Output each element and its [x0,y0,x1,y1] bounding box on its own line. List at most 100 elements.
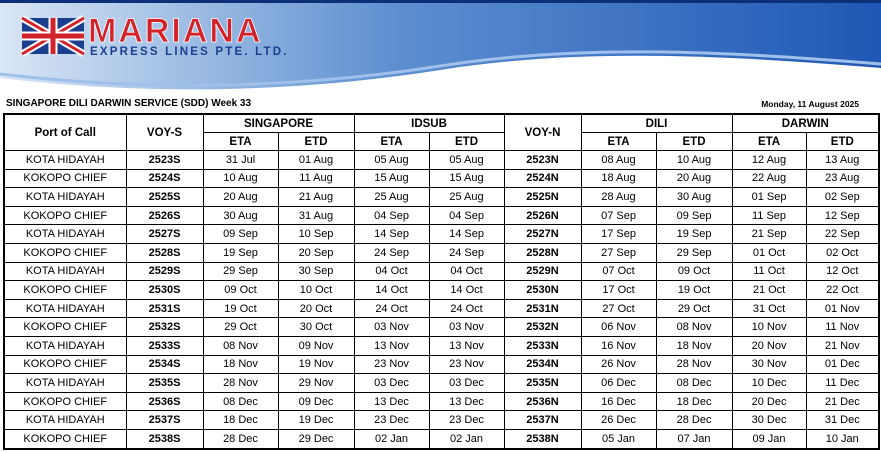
date-cell: 03 Nov [353,317,430,337]
vessel-cell: KOKOPO CHIEF [3,168,127,189]
date-cell: 10 Dec [731,373,807,393]
date-cell: 19 Dec [277,410,355,430]
date-cell: 07 Sep [580,205,657,226]
vessel-cell: KOKOPO CHIEF [3,242,127,263]
date-cell: 22 Aug [731,168,807,189]
column-header: VOY-S [125,113,204,151]
voyage-cell: 2531S [125,298,204,319]
voyage-cell: 2523S [125,150,204,170]
date-cell: 14 Sep [353,224,430,244]
voyage-cell: 2526S [125,205,204,226]
date-cell: 20 Oct [277,298,355,319]
column-header: Port of Call [3,113,127,151]
column-group-header: DARWIN [731,113,880,133]
date-cell: 14 Oct [428,280,505,300]
date-cell: 31 Dec [805,410,880,430]
schedule-row: KOKOPO CHIEF 2526S 30 Aug 31 Aug 04 Sep 04 Se… [3,205,880,226]
date-cell: 24 Oct [428,298,505,319]
date-cell: 31 Aug [277,205,355,226]
banner: MARIANA EXPRESS LINES PTE. LTD. [0,0,881,100]
date-cell: 31 Jul [202,150,279,170]
date-cell: 02 Jan [428,428,505,450]
schedule-row: KOTA HIDAYAH 2527S 09 Sep 10 Sep 14 Sep 14 Se… [3,224,880,244]
date-cell: 15 Aug [353,168,430,189]
column-group-header: SINGAPORE [202,113,355,133]
date-cell: 06 Nov [580,317,657,337]
voyage-cell: 2538S [125,428,204,450]
vessel-cell: KOTA HIDAYAH [3,298,127,319]
date-cell: 08 Dec [655,373,733,393]
date-cell: 16 Dec [580,391,657,412]
date-cell: 19 Sep [202,242,279,263]
schedule-row: KOTA HIDAYAH 2529S 29 Sep 30 Sep 04 Oct 04 Oc… [3,261,880,282]
date-cell: 13 Dec [428,391,505,412]
vessel-cell: KOKOPO CHIEF [3,391,127,412]
schedule-row: KOTA HIDAYAH 2523S 31 Jul 01 Aug 05 Aug 05 Au… [3,150,880,170]
voyage-cell: 2534N [503,354,582,375]
date-cell: 13 Aug [805,150,880,170]
voyage-cell: 2524S [125,168,204,189]
sub-column-header: ETD [428,132,505,151]
date-cell: 29 Oct [202,317,279,337]
date-cell: 02 Sep [805,187,880,207]
date-cell: 21 Nov [805,335,880,356]
voyage-cell: 2523N [503,150,582,170]
date-cell: 10 Aug [655,150,733,170]
date-cell: 19 Oct [202,298,279,319]
date-cell: 19 Sep [655,224,733,244]
date-cell: 07 Jan [655,428,733,450]
date-cell: 25 Aug [353,187,430,207]
date-cell: 20 Sep [277,242,355,263]
voyage-cell: 2533N [503,335,582,356]
sub-column-header: ETA [202,132,279,151]
date-cell: 20 Aug [655,168,733,189]
date-cell: 09 Oct [655,261,733,282]
date-cell: 25 Aug [428,187,505,207]
date-cell: 12 Aug [731,150,807,170]
voyage-cell: 2530S [125,280,204,300]
date-cell: 29 Sep [655,242,733,263]
date-cell: 18 Nov [655,335,733,356]
date-cell: 03 Dec [428,373,505,393]
date-cell: 13 Nov [428,335,505,356]
sub-column-header: ETA [580,132,657,151]
date-cell: 12 Oct [805,261,880,282]
date-cell: 04 Oct [353,261,430,282]
schedule-row: KOKOPO CHIEF 2534S 18 Nov 19 Nov 23 Nov 23 No… [3,354,880,375]
vessel-cell: KOTA HIDAYAH [3,410,127,430]
voyage-cell: 2535N [503,373,582,393]
date-cell: 21 Sep [731,224,807,244]
date-cell: 11 Dec [805,373,880,393]
date-cell: 10 Sep [277,224,355,244]
date-cell: 04 Oct [428,261,505,282]
date-cell: 11 Oct [731,261,807,282]
date-cell: 09 Sep [202,224,279,244]
date-cell: 05 Aug [353,150,430,170]
logo-icon [20,14,86,58]
sub-column-header: ETD [655,132,733,151]
sub-column-header: ETA [353,132,430,151]
date-cell: 11 Sep [731,205,807,226]
vessel-cell: KOTA HIDAYAH [3,224,127,244]
date-cell: 04 Sep [428,205,505,226]
date-cell: 19 Oct [655,280,733,300]
schedule-row: KOTA HIDAYAH 2533S 08 Nov 09 Nov 13 Nov 13 No… [3,335,880,356]
date-cell: 30 Oct [277,317,355,337]
vessel-cell: KOTA HIDAYAH [3,335,127,356]
banner-wave-line [0,50,881,87]
date-cell: 02 Oct [805,242,880,263]
subheader-row: ETA ETD ETA ETD ETA ETD ETA ETD [4,132,880,151]
vessel-cell: KOTA HIDAYAH [3,261,127,282]
date-cell: 02 Jan [353,428,430,450]
company-subtitle: EXPRESS LINES PTE. LTD. [90,46,289,58]
date-cell: 30 Nov [731,354,807,375]
date-cell: 24 Sep [428,242,505,263]
date-cell: 11 Nov [805,317,880,337]
date-cell: 03 Nov [428,317,505,337]
date-cell: 17 Oct [580,280,657,300]
voyage-cell: 2537N [503,410,582,430]
date-cell: 19 Nov [277,354,355,375]
date-cell: 15 Aug [428,168,505,189]
date-cell: 09 Jan [731,428,807,450]
vessel-cell: KOKOPO CHIEF [3,205,127,226]
